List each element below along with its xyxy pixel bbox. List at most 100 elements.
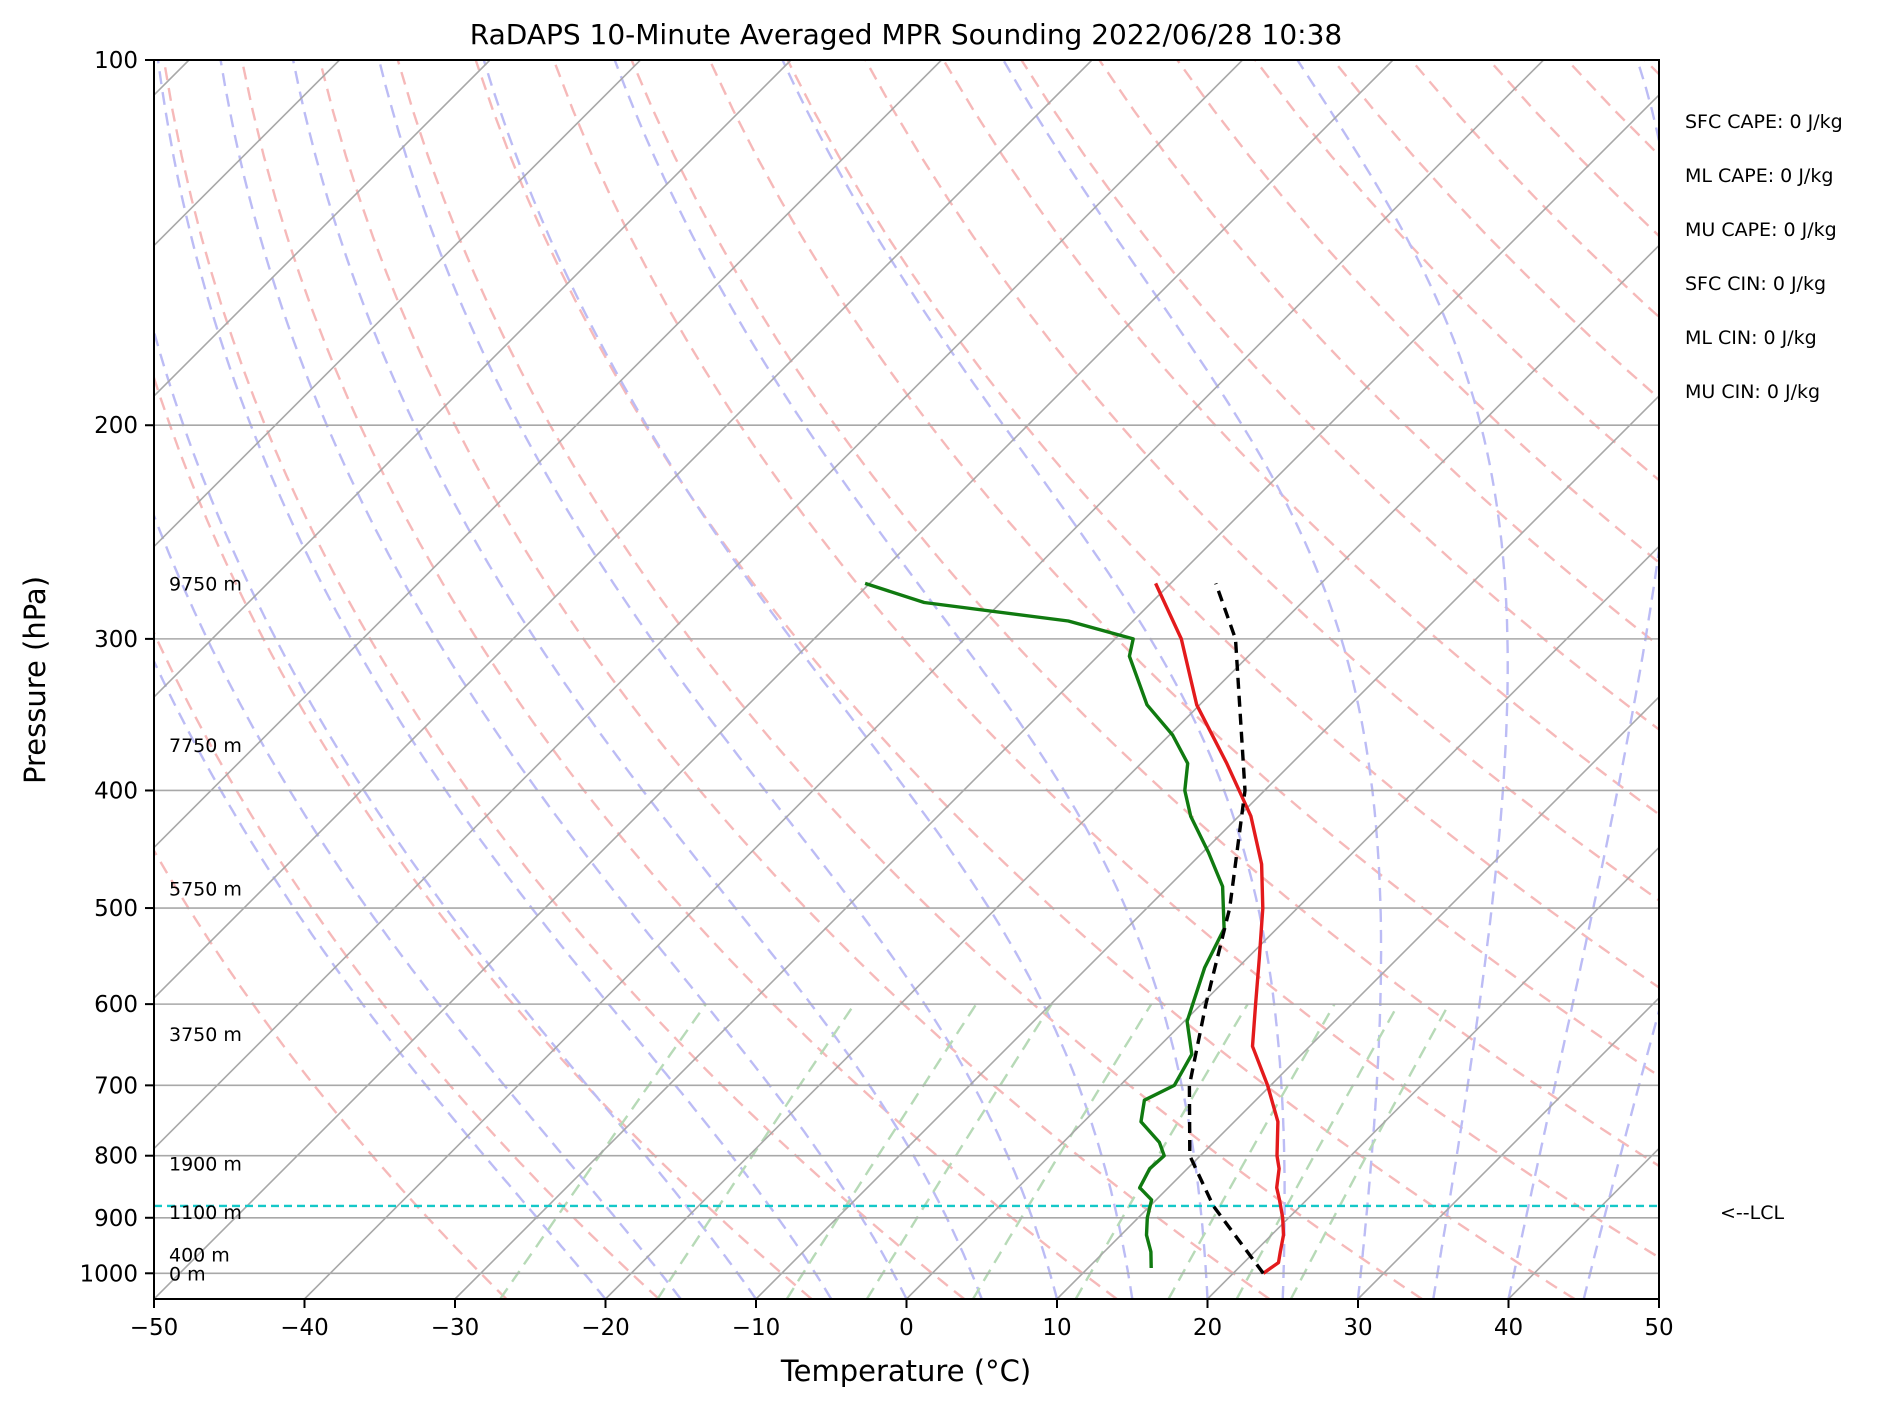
- height-label: 3750 m: [169, 1024, 242, 1046]
- background-lines: [154, 60, 1659, 1299]
- moist-adiabat: [154, 658, 607, 1299]
- mixing-ratio-line: [1289, 1003, 1450, 1299]
- mixing-ratio-line: [656, 1003, 856, 1299]
- dry-adiabat: [786, 60, 1659, 989]
- mixing-ratio-line: [865, 1003, 1053, 1299]
- moist-adiabat: [377, 60, 1059, 1299]
- y-tick-label: 200: [94, 413, 138, 439]
- x-tick-label: 10: [1042, 1315, 1071, 1341]
- stat-annotation: ML CAPE: 0 J/kg: [1685, 165, 1833, 187]
- stat-annotation: SFC CAPE: 0 J/kg: [1685, 111, 1843, 133]
- stat-annotation: ML CIN: 0 J/kg: [1685, 327, 1817, 349]
- dry-adiabat: [154, 848, 508, 1299]
- data-series: [864, 581, 1286, 1275]
- isotherm: [154, 60, 1093, 1000]
- dry-adiabat: [1098, 60, 1659, 648]
- mixing-ratio-line: [1167, 1003, 1336, 1299]
- x-tick-label: 30: [1343, 1315, 1372, 1341]
- x-tick-label: −10: [732, 1315, 781, 1341]
- lcl-label: <--LCL: [1720, 1202, 1784, 1224]
- isotherm: [154, 60, 491, 398]
- dry-adiabat: [1566, 60, 1659, 157]
- dry-adiabat: [552, 60, 1659, 1259]
- isotherm: [154, 60, 1244, 1150]
- y-tick-label: 700: [94, 1073, 138, 1099]
- x-tick-label: 20: [1193, 1315, 1222, 1341]
- parcel-profile: [1187, 582, 1265, 1275]
- isotherm: [1507, 1147, 1659, 1299]
- moist-adiabat: [1582, 1006, 1659, 1299]
- isotherm: [303, 60, 1545, 1299]
- stat-annotation: SFC CIN: 0 J/kg: [1685, 273, 1826, 295]
- mixing-ratio-line: [499, 1003, 707, 1299]
- isotherm: [1357, 996, 1659, 1299]
- y-tick-label: 100: [94, 48, 138, 74]
- dewpoint-profile: [864, 581, 1226, 1269]
- dry-adiabat: [162, 60, 965, 1299]
- moist-adiabat: [482, 60, 1134, 1299]
- height-label: 1900 m: [169, 1154, 242, 1176]
- x-tick-label: 0: [899, 1315, 914, 1341]
- height-label: 400 m: [169, 1245, 230, 1267]
- y-tick-label: 900: [94, 1206, 138, 1232]
- x-tick-label: −30: [431, 1315, 480, 1341]
- dry-adiabat: [1020, 60, 1659, 731]
- dry-adiabat: [474, 60, 1576, 1299]
- moist-adiabat: [219, 60, 908, 1299]
- x-axis-label: Temperature (°C): [780, 1354, 1031, 1388]
- y-axis-label: Pressure (hPa): [18, 576, 52, 784]
- mixing-ratio-line: [1235, 1003, 1400, 1299]
- dry-adiabat: [154, 630, 660, 1299]
- x-tick-label: 40: [1494, 1315, 1523, 1341]
- stat-annotation: MU CIN: 0 J/kg: [1685, 381, 1820, 403]
- mixing-ratio-line: [785, 1003, 978, 1299]
- isotherm: [154, 60, 1394, 1299]
- y-tick-label: 400: [94, 778, 138, 804]
- isotherm: [604, 244, 1659, 1299]
- x-tick-label: 50: [1644, 1315, 1673, 1341]
- dry-adiabat: [1176, 60, 1659, 564]
- y-tick-label: 600: [94, 992, 138, 1018]
- isotherm: [905, 545, 1659, 1299]
- moist-adiabat: [1296, 60, 1509, 1299]
- axis-ticks: −50 −40 −30 −20 −10 0 10 20 30 40 50 1000 900 800 700 6…: [79, 48, 1673, 1341]
- dry-adiabat: [240, 60, 1118, 1299]
- y-tick-label: 500: [94, 896, 138, 922]
- dry-adiabat: [1332, 60, 1659, 400]
- isotherm: [755, 394, 1659, 1299]
- moist-adiabat: [156, 60, 833, 1299]
- mixing-ratio-line: [971, 1003, 1153, 1299]
- y-tick-label: 1000: [79, 1261, 138, 1287]
- dry-adiabat: [1254, 60, 1659, 482]
- chart-title: RaDAPS 10-Minute Averaged MPR Sounding 2…: [470, 18, 1342, 51]
- isotherm: [1206, 846, 1659, 1299]
- moist-adiabat: [613, 60, 1209, 1299]
- height-label: 0 m: [169, 1263, 206, 1285]
- height-label: 5750 m: [169, 879, 242, 901]
- dry-adiabat: [630, 60, 1659, 1168]
- isotherm: [454, 93, 1659, 1299]
- moist-adiabat: [1507, 60, 1659, 1299]
- isotherm: [154, 60, 642, 548]
- height-label: 9750 m: [169, 573, 242, 595]
- moist-adiabat: [154, 512, 682, 1299]
- x-tick-label: −20: [581, 1315, 630, 1341]
- height-label: 7750 m: [169, 735, 242, 757]
- dry-adiabat: [154, 374, 813, 1299]
- height-label: 1100 m: [169, 1202, 242, 1224]
- moist-adiabat: [154, 327, 757, 1299]
- isotherm: [154, 60, 943, 849]
- y-tick-label: 300: [94, 627, 138, 653]
- dry-adiabat: [396, 60, 1423, 1299]
- moist-adiabat: [781, 60, 1286, 1299]
- mixing-ratio-line: [1074, 1003, 1249, 1299]
- moist-adiabat: [1002, 60, 1383, 1299]
- dry-adiabat: [1644, 60, 1659, 76]
- stat-annotation: MU CAPE: 0 J/kg: [1685, 219, 1837, 241]
- isotherm: [1056, 695, 1659, 1299]
- moist-adiabat: [291, 60, 983, 1299]
- x-tick-label: −50: [130, 1315, 179, 1341]
- dry-adiabat: [864, 60, 1659, 902]
- dry-adiabat: [1410, 60, 1659, 319]
